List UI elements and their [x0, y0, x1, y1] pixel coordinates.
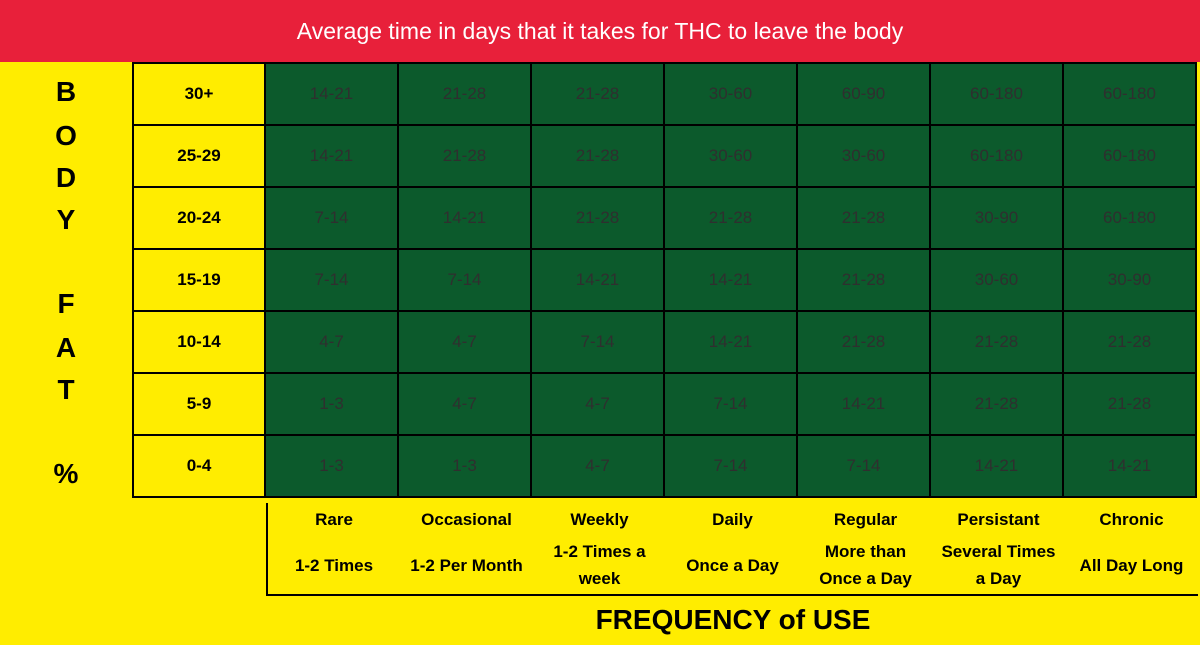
- ylabel-letter: B: [55, 76, 77, 107]
- table-row: 30+ 14-21 21-28 21-28 30-60 60-90 60-180 60-180: [132, 62, 1197, 126]
- days-cell: 21-28: [796, 310, 931, 374]
- days-cell: 21-28: [530, 124, 665, 188]
- ylabel-letter: T: [57, 374, 75, 405]
- body-fat-label: 15-19: [132, 248, 266, 312]
- body-fat-label: 30+: [132, 62, 266, 126]
- days-cell: 21-28: [796, 248, 931, 312]
- frequency-column: Weekly 1-2 Times a week: [533, 503, 666, 595]
- days-cell: 7-14: [663, 372, 798, 436]
- frequency-column: Persistant Several Times a Day: [932, 503, 1065, 595]
- days-cell: 21-28: [929, 310, 1064, 374]
- frequency-description: 1-2 Per Month: [410, 555, 523, 575]
- days-cell: 4-7: [397, 372, 532, 436]
- days-cell: 4-7: [264, 310, 399, 374]
- days-cell: 7-14: [264, 248, 399, 312]
- frequency-description: Several Times a Day: [941, 542, 1056, 588]
- frequency-name: Daily: [712, 510, 753, 529]
- days-cell: 21-28: [530, 62, 665, 126]
- days-cell: 60-90: [796, 62, 931, 126]
- ylabel-letter: A: [55, 332, 77, 363]
- days-cell: 1-3: [264, 434, 399, 498]
- days-cell: 30-90: [1062, 248, 1197, 312]
- body-fat-label: 10-14: [132, 310, 266, 374]
- table-row: 20-24 7-14 14-21 21-28 21-28 21-28 30-90 60-180: [132, 186, 1197, 250]
- days-cell: 21-28: [397, 62, 532, 126]
- body-fat-label: 5-9: [132, 372, 266, 436]
- frequency-name: Weekly: [570, 510, 629, 529]
- days-cell: 14-21: [264, 62, 399, 126]
- body-fat-label: 20-24: [132, 186, 266, 250]
- days-cell: 14-21: [397, 186, 532, 250]
- days-cell: 60-180: [1062, 62, 1197, 126]
- days-cell: 21-28: [1062, 372, 1197, 436]
- days-cell: 7-14: [796, 434, 931, 498]
- days-cell: 14-21: [1062, 434, 1197, 498]
- days-cell: 30-60: [796, 124, 931, 188]
- days-cell: 14-21: [264, 124, 399, 188]
- frequency-row: Rare 1-2 Times Occasional 1-2 Per Month Week…: [267, 503, 1198, 595]
- days-cell: 14-21: [663, 248, 798, 312]
- chart-title: Average time in days that it takes for T…: [0, 0, 1200, 62]
- days-cell: 14-21: [530, 248, 665, 312]
- body-fat-label: 0-4: [132, 434, 266, 498]
- frequency-description: More than Once a Day: [819, 542, 912, 588]
- days-cell: 30-60: [929, 248, 1064, 312]
- days-cell: 1-3: [397, 434, 532, 498]
- ylabel-letter: %: [53, 458, 79, 489]
- thc-table: 30+ 14-21 21-28 21-28 30-60 60-90 60-180 60-180…: [132, 62, 1197, 498]
- x-axis-label: FREQUENCY of USE: [595, 604, 871, 635]
- days-cell: 14-21: [929, 434, 1064, 498]
- days-cell: 60-180: [929, 62, 1064, 126]
- days-cell: 1-3: [264, 372, 399, 436]
- days-cell: 7-14: [663, 434, 798, 498]
- days-cell: 21-28: [663, 186, 798, 250]
- days-cell: 60-180: [1062, 124, 1197, 188]
- days-cell: 30-60: [663, 124, 798, 188]
- frequency-description: All Day Long: [1079, 555, 1184, 575]
- table-row: 10-14 4-7 4-7 7-14 14-21 21-28 21-28 21-28: [132, 310, 1197, 374]
- frequency-name: Rare: [315, 510, 353, 529]
- frequency-name: Persistant: [957, 510, 1040, 529]
- table-row: 15-19 7-14 7-14 14-21 14-21 21-28 30-60 30-90: [132, 248, 1197, 312]
- days-cell: 7-14: [264, 186, 399, 250]
- table-row: 0-4 1-3 1-3 4-7 7-14 7-14 14-21 14-21: [132, 434, 1197, 498]
- days-cell: 14-21: [796, 372, 931, 436]
- days-cell: 7-14: [397, 248, 532, 312]
- days-cell: 30-60: [663, 62, 798, 126]
- frequency-column: Occasional 1-2 Per Month: [400, 503, 533, 595]
- body-fat-label: 25-29: [132, 124, 266, 188]
- days-cell: 14-21: [663, 310, 798, 374]
- days-cell: 4-7: [530, 434, 665, 498]
- ylabel-letter: O: [55, 120, 77, 151]
- days-cell: 60-180: [1062, 186, 1197, 250]
- days-cell: 21-28: [796, 186, 931, 250]
- days-cell: 21-28: [1062, 310, 1197, 374]
- days-cell: 21-28: [530, 186, 665, 250]
- frequency-description: Once a Day: [686, 555, 779, 575]
- body-fat-axis-label: B O D Y F A T%: [40, 64, 92, 504]
- days-cell: 4-7: [530, 372, 665, 436]
- frequency-column: Chronic All Day Long: [1065, 503, 1198, 595]
- frequency-column: Daily Once a Day: [666, 503, 799, 595]
- days-cell: 21-28: [397, 124, 532, 188]
- days-cell: 4-7: [397, 310, 532, 374]
- table-row: 25-29 14-21 21-28 21-28 30-60 30-60 60-180 60-1…: [132, 124, 1197, 188]
- frequency-description: 1-2 Times a week: [553, 542, 646, 588]
- frequency-name: Chronic: [1099, 510, 1164, 529]
- frequency-name: Occasional: [421, 510, 512, 529]
- frequency-column: Regular More than Once a Day: [799, 503, 932, 595]
- ylabel-letter: Y: [56, 204, 76, 235]
- frequency-description: 1-2 Times: [294, 555, 374, 575]
- days-cell: 21-28: [929, 372, 1064, 436]
- days-cell: 7-14: [530, 310, 665, 374]
- days-cell: 30-90: [929, 186, 1064, 250]
- ylabel-letter: F: [57, 288, 75, 319]
- frequency-column: Rare 1-2 Times: [267, 503, 400, 595]
- ylabel-letter: D: [55, 162, 77, 193]
- days-cell: 60-180: [929, 124, 1064, 188]
- table-row: 5-9 1-3 4-7 4-7 7-14 14-21 21-28 21-28: [132, 372, 1197, 436]
- frequency-header: Rare 1-2 Times Occasional 1-2 Per Month Week…: [266, 503, 1198, 596]
- frequency-name: Regular: [833, 510, 898, 529]
